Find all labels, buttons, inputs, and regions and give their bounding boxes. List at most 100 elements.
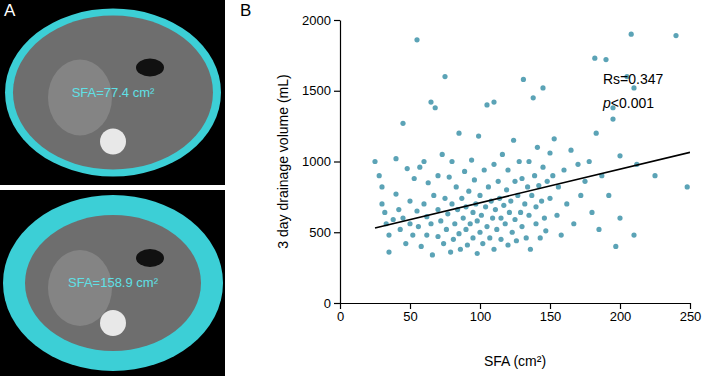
- sfa-annotation: SFA=158.9 cm²: [68, 275, 159, 290]
- point: [505, 242, 510, 247]
- point: [606, 193, 611, 198]
- point: [519, 176, 524, 181]
- point: [382, 210, 387, 215]
- point: [518, 210, 523, 215]
- point: [400, 121, 405, 126]
- point: [445, 211, 450, 216]
- point: [393, 191, 398, 196]
- point: [547, 150, 552, 155]
- subcutaneous-fat: [3, 195, 223, 371]
- point: [575, 162, 580, 167]
- tick-mark: [690, 303, 691, 309]
- tick: 150: [540, 303, 562, 324]
- point: [441, 241, 446, 246]
- point: [430, 252, 435, 257]
- point: [449, 201, 454, 206]
- point: [610, 116, 615, 121]
- annotation: Rs=0.347: [603, 71, 664, 87]
- point: [440, 152, 445, 157]
- point: [592, 56, 597, 61]
- point: [424, 232, 429, 237]
- point: [379, 201, 384, 206]
- point: [503, 221, 508, 226]
- point: [498, 216, 503, 221]
- point: [396, 207, 401, 212]
- point: [472, 177, 477, 182]
- point: [477, 193, 482, 198]
- point: [428, 99, 433, 104]
- point: [517, 159, 522, 164]
- point: [491, 162, 496, 167]
- point: [596, 227, 601, 232]
- tick-mark: [334, 20, 340, 21]
- point: [416, 224, 421, 229]
- x-axis: 050100150200250: [337, 303, 701, 324]
- tick-label: 1000: [302, 154, 331, 169]
- plot-area: [372, 32, 690, 258]
- point: [617, 153, 622, 158]
- point: [487, 235, 492, 240]
- point: [538, 235, 543, 240]
- point: [431, 193, 436, 198]
- tick-label: 500: [309, 225, 331, 240]
- tick: 2000: [302, 13, 340, 28]
- tick: 250: [680, 303, 702, 324]
- point: [377, 173, 382, 178]
- point: [629, 32, 634, 37]
- point: [468, 221, 473, 226]
- point: [477, 230, 482, 235]
- point: [539, 199, 544, 204]
- point: [512, 179, 517, 184]
- bowel-gas: [136, 249, 164, 267]
- spine: [100, 310, 126, 336]
- tick: 200: [610, 303, 632, 324]
- point: [480, 241, 485, 246]
- point: [587, 159, 592, 164]
- point: [475, 218, 480, 223]
- point: [510, 230, 515, 235]
- point: [459, 196, 464, 201]
- point: [491, 247, 496, 252]
- tick-label: 250: [680, 309, 702, 324]
- point: [540, 85, 545, 90]
- point: [466, 189, 471, 194]
- point: [458, 247, 463, 252]
- tick-label: 150: [540, 309, 562, 324]
- annotation: p<0.001: [602, 95, 654, 111]
- abdomen: [25, 215, 201, 351]
- point: [540, 165, 545, 170]
- point: [407, 199, 412, 204]
- point: [483, 204, 488, 209]
- point: [507, 210, 512, 215]
- point: [673, 33, 678, 38]
- point: [442, 74, 447, 79]
- tick-mark: [334, 91, 340, 92]
- point: [386, 249, 391, 254]
- point: [652, 173, 657, 178]
- point: [428, 221, 433, 226]
- point: [400, 216, 405, 221]
- point: [529, 193, 534, 198]
- tick-label: 100: [470, 309, 492, 324]
- point: [386, 232, 391, 237]
- point: [494, 227, 499, 232]
- point: [514, 238, 519, 243]
- point: [435, 207, 440, 212]
- point: [447, 174, 452, 179]
- point: [532, 173, 537, 178]
- point: [421, 159, 426, 164]
- point: [545, 179, 550, 184]
- point: [613, 244, 618, 249]
- tick-label: 0: [337, 309, 344, 324]
- point: [417, 165, 422, 170]
- point: [491, 99, 496, 104]
- subcutaneous-fat: [5, 9, 221, 177]
- point: [451, 237, 456, 242]
- axis-line: [341, 303, 691, 304]
- point: [505, 167, 510, 172]
- trend-line: [375, 152, 690, 228]
- tick-mark: [334, 232, 340, 233]
- tick: 500: [309, 225, 340, 240]
- point: [508, 199, 513, 204]
- point: [490, 216, 495, 221]
